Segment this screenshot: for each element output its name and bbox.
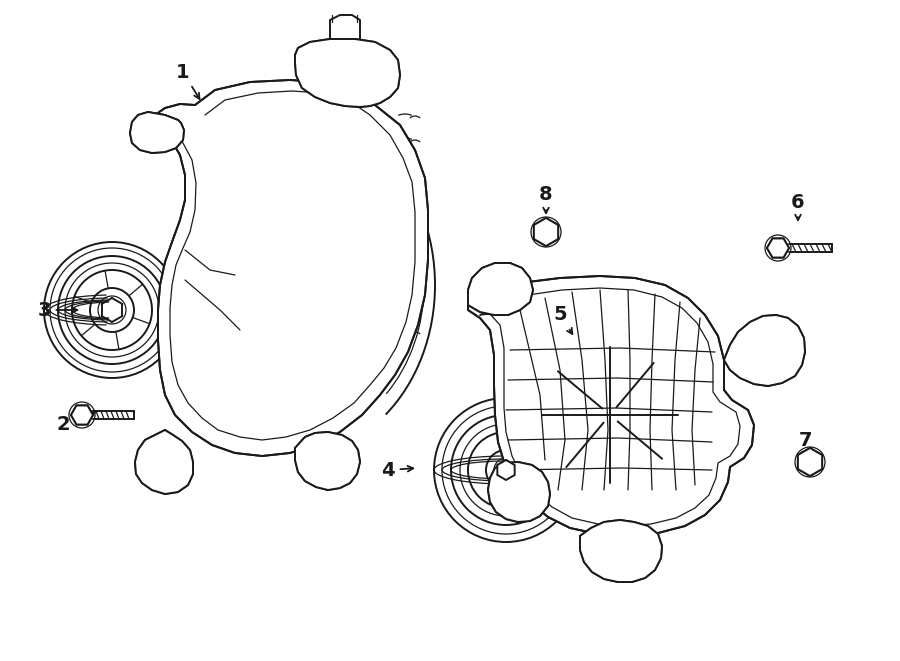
Text: 8: 8	[539, 186, 553, 214]
Text: 5: 5	[554, 305, 572, 334]
Polygon shape	[135, 430, 193, 494]
Text: 3: 3	[37, 301, 77, 319]
Polygon shape	[580, 520, 662, 582]
Polygon shape	[295, 39, 400, 107]
Polygon shape	[295, 432, 360, 490]
Text: 4: 4	[382, 461, 413, 479]
Polygon shape	[71, 405, 93, 424]
Polygon shape	[130, 112, 184, 153]
Polygon shape	[498, 460, 515, 480]
Polygon shape	[468, 263, 533, 315]
Polygon shape	[488, 462, 550, 522]
Text: 2: 2	[56, 411, 95, 434]
Polygon shape	[724, 315, 805, 386]
Text: 6: 6	[791, 192, 805, 220]
Polygon shape	[534, 218, 558, 246]
Polygon shape	[468, 276, 754, 536]
Text: 1: 1	[176, 63, 200, 99]
Text: 7: 7	[798, 430, 812, 457]
Polygon shape	[798, 448, 822, 476]
Polygon shape	[155, 80, 428, 456]
Polygon shape	[767, 239, 789, 258]
